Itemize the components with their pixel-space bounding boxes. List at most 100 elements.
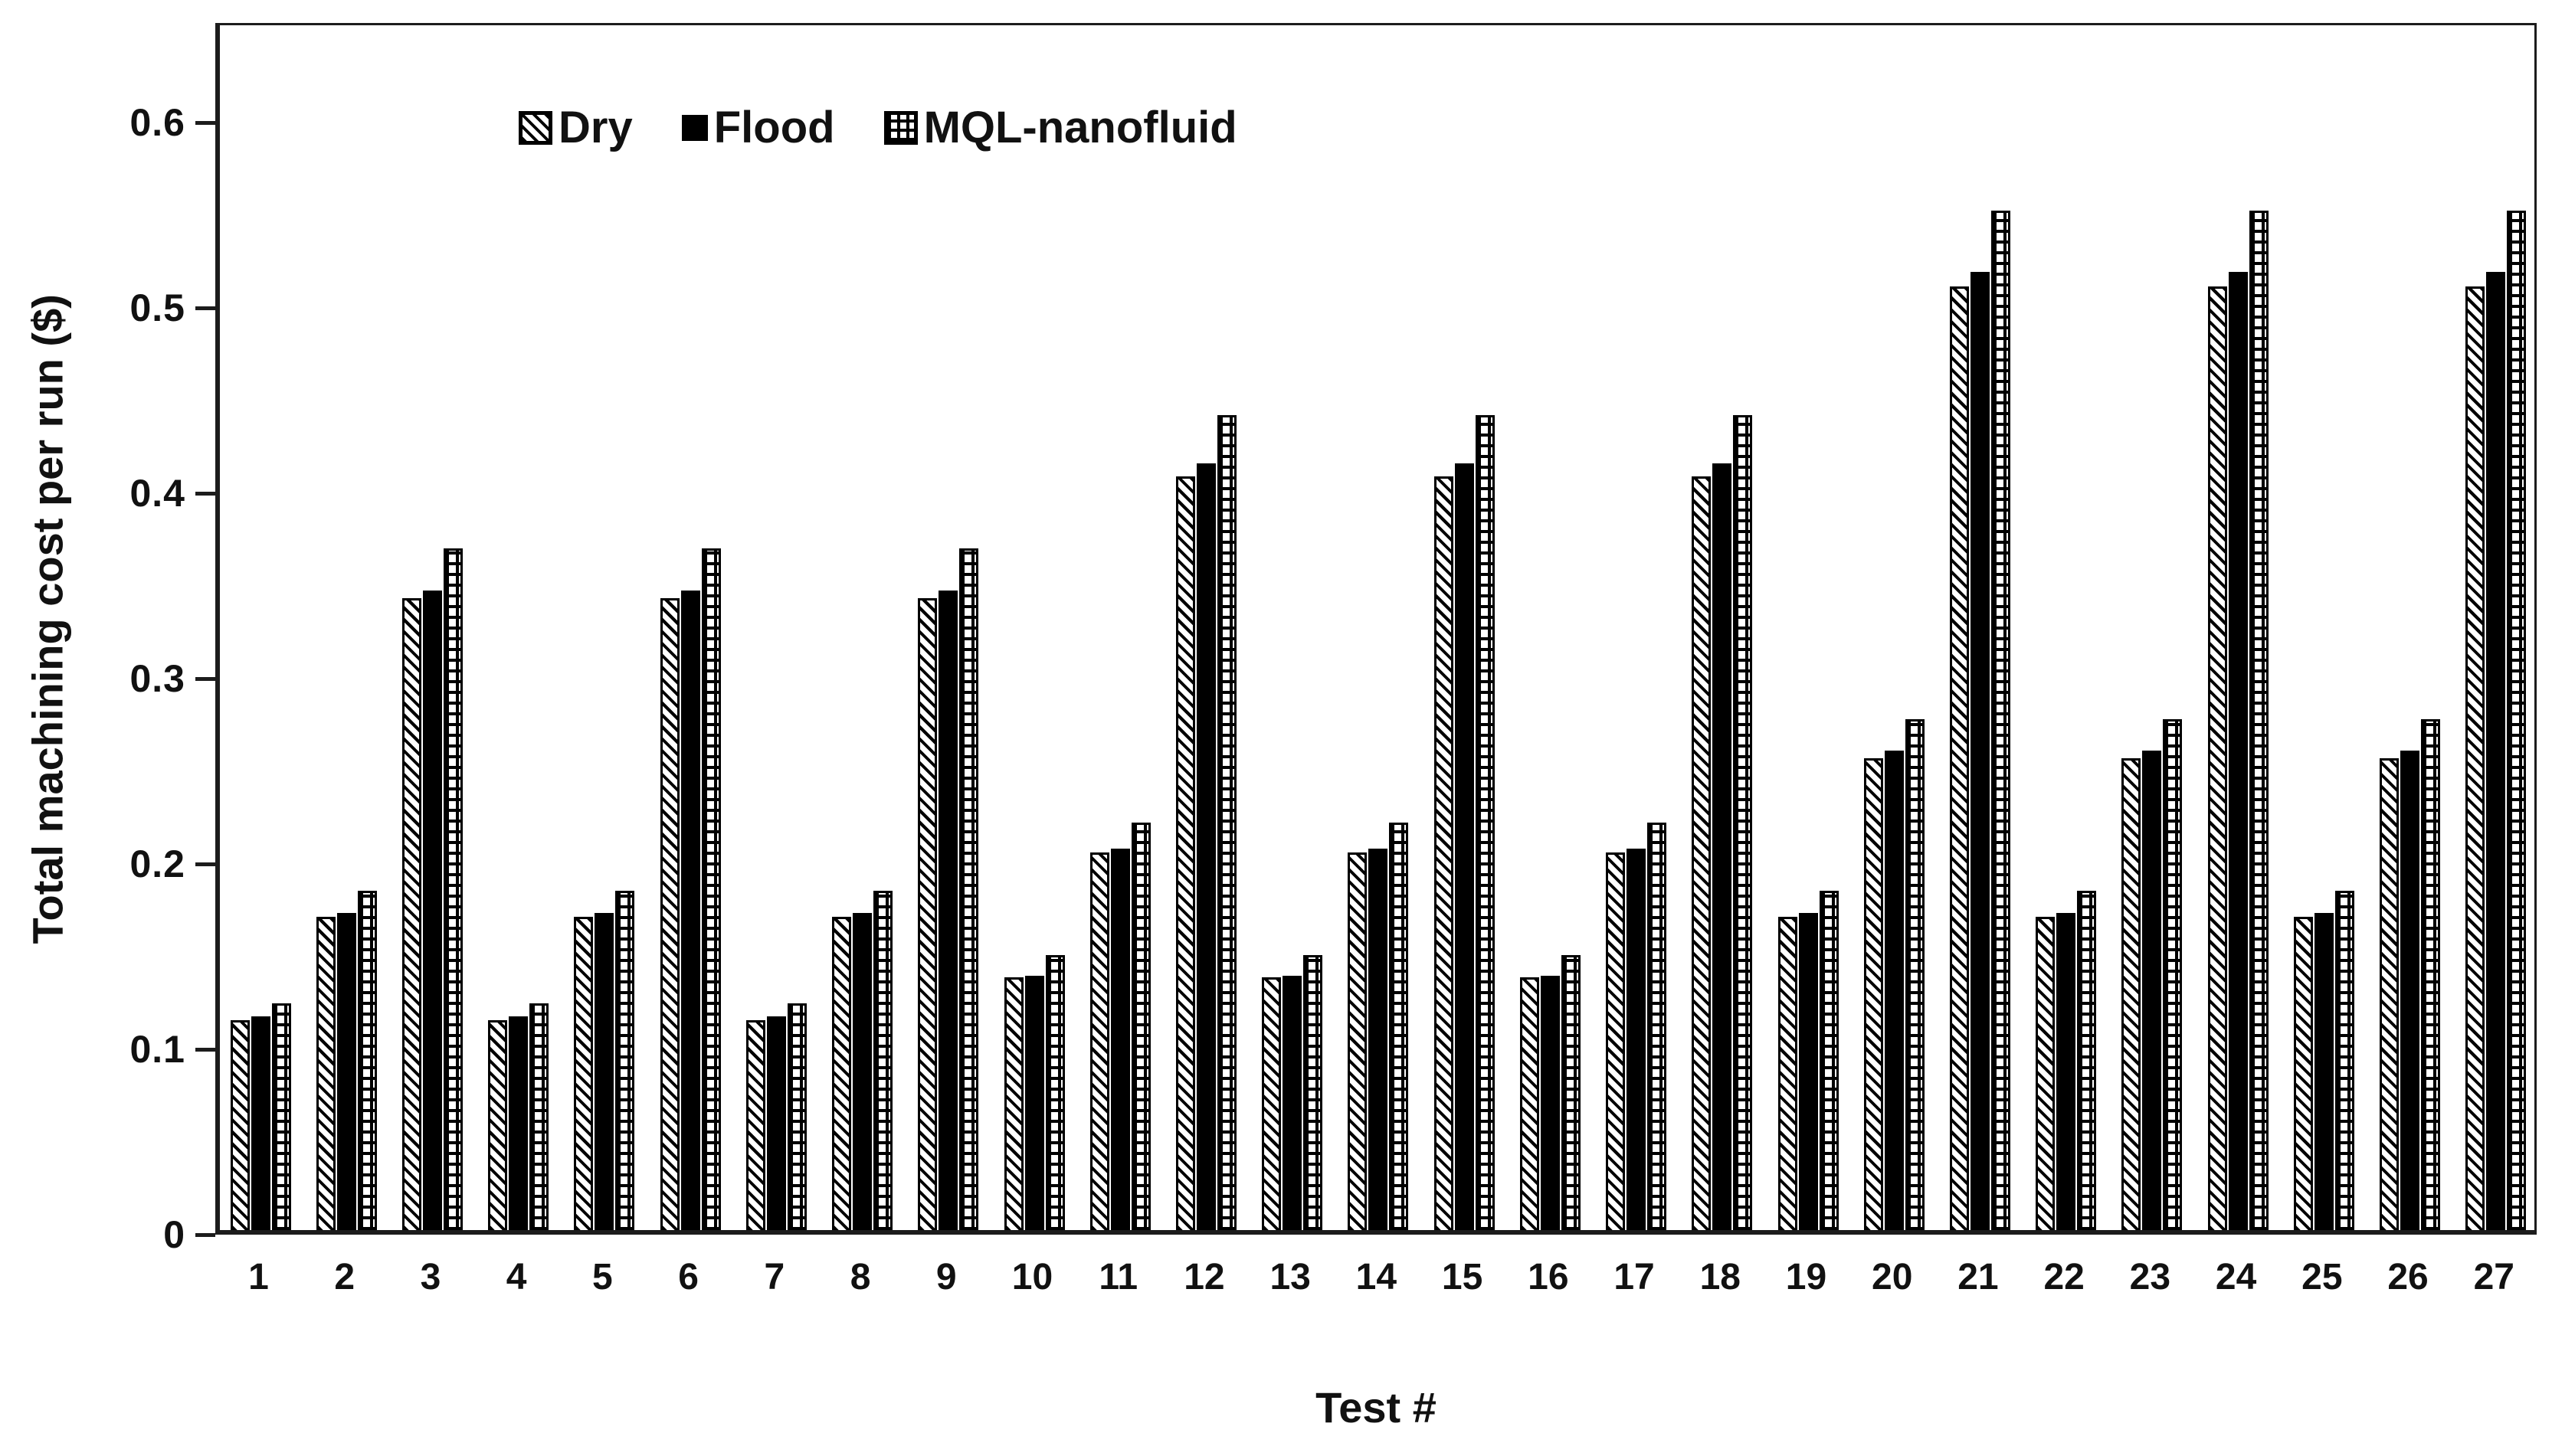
bar-dry-test-1 <box>230 1019 250 1230</box>
bar-dry-test-3 <box>402 597 422 1230</box>
bar-flood-test-17 <box>1627 848 1646 1230</box>
x-tick-label: 25 <box>2301 1257 2343 1297</box>
bar-dry-test-7 <box>745 1019 765 1230</box>
x-tick-label: 12 <box>1184 1257 1225 1297</box>
bar-group-test-15 <box>1421 25 1507 1230</box>
bar-group-test-24 <box>2195 25 2281 1230</box>
y-axis-tick <box>195 491 215 496</box>
bar-flood-test-5 <box>595 913 614 1230</box>
x-tick-label: 26 <box>2387 1257 2429 1297</box>
bar-flood-test-1 <box>251 1016 270 1230</box>
bar-dry-test-24 <box>2207 286 2227 1230</box>
y-tick-label: 0.6 <box>129 100 185 144</box>
bar-flood-test-10 <box>1024 975 1044 1230</box>
bar-dry-test-9 <box>918 597 938 1230</box>
bar-group-test-2 <box>303 25 389 1230</box>
bar-flood-test-22 <box>2056 913 2076 1230</box>
bar-group-test-17 <box>1594 25 1679 1230</box>
bar-flood-test-20 <box>1884 751 1904 1230</box>
bar-mql-nanofluid-test-15 <box>1475 415 1495 1230</box>
bar-group-test-25 <box>2281 25 2367 1230</box>
bar-flood-test-23 <box>2142 751 2162 1230</box>
bar-flood-test-24 <box>2228 271 2248 1230</box>
bar-mql-nanofluid-test-24 <box>2249 211 2269 1230</box>
bar-dry-test-16 <box>1519 977 1539 1230</box>
x-tick-label: 14 <box>1355 1257 1397 1297</box>
x-tick-label: 16 <box>1528 1257 1569 1297</box>
bar-flood-test-12 <box>1197 463 1217 1230</box>
legend-item-dry: Dry <box>519 102 633 153</box>
bar-mql-nanofluid-test-17 <box>1647 823 1667 1230</box>
bar-group-test-26 <box>2367 25 2453 1230</box>
bar-flood-test-14 <box>1368 848 1388 1230</box>
y-tick-label: 0 <box>163 1213 185 1256</box>
bar-flood-test-8 <box>853 913 873 1230</box>
bar-dry-test-22 <box>2036 916 2056 1230</box>
dry-hatch-swatch-icon <box>519 110 552 145</box>
x-axis-title: Test # <box>1315 1383 1437 1431</box>
bar-dry-test-17 <box>1606 852 1626 1230</box>
bar-group-test-22 <box>2023 25 2109 1230</box>
x-tick-label: 3 <box>420 1257 441 1297</box>
bar-flood-test-25 <box>2314 913 2334 1230</box>
mql-grid-swatch-icon <box>883 110 918 145</box>
bar-mql-nanofluid-test-10 <box>1045 955 1065 1230</box>
legend-label-flood: Flood <box>713 103 835 152</box>
y-tick-label: 0.2 <box>129 842 185 885</box>
legend-item-flood: Flood <box>681 102 835 153</box>
bar-flood-test-21 <box>1971 271 1990 1230</box>
y-tick-label: 0.1 <box>129 1027 185 1071</box>
bar-group-test-4 <box>476 25 562 1230</box>
bar-mql-nanofluid-test-26 <box>2421 719 2441 1230</box>
x-tick-label: 24 <box>2215 1257 2257 1297</box>
bar-dry-test-23 <box>2121 758 2141 1230</box>
y-axis-tick <box>195 862 215 866</box>
bar-group-test-8 <box>820 25 906 1230</box>
bar-dry-test-15 <box>1433 476 1453 1230</box>
bar-mql-nanofluid-test-5 <box>615 891 635 1230</box>
x-tick-label: 8 <box>850 1257 871 1297</box>
x-tick-label: 6 <box>678 1257 699 1297</box>
bar-dry-test-14 <box>1348 852 1368 1230</box>
bar-group-test-21 <box>1937 25 2023 1230</box>
legend-item-mql: MQL-nanofluid <box>883 102 1237 153</box>
plot-area: Dry Flood MQL-nanofluid <box>215 23 2537 1235</box>
y-axis-tick <box>195 120 215 125</box>
x-tick-label: 1 <box>248 1257 269 1297</box>
bar-mql-nanofluid-test-22 <box>2077 891 2097 1230</box>
bar-flood-test-15 <box>1454 463 1474 1230</box>
bar-dry-test-4 <box>488 1019 508 1230</box>
bar-flood-test-18 <box>1712 463 1732 1230</box>
bar-group-test-1 <box>218 25 303 1230</box>
x-tick-label: 17 <box>1613 1257 1655 1297</box>
bar-mql-nanofluid-test-3 <box>444 548 464 1230</box>
bar-flood-test-4 <box>509 1016 529 1230</box>
bar-dry-test-19 <box>1777 916 1797 1230</box>
bar-group-test-9 <box>906 25 991 1230</box>
bar-mql-nanofluid-test-2 <box>357 891 377 1230</box>
bar-dry-test-8 <box>832 916 852 1230</box>
bar-mql-nanofluid-test-25 <box>2334 891 2354 1230</box>
bar-mql-nanofluid-test-20 <box>1905 719 1925 1230</box>
bar-mql-nanofluid-test-14 <box>1389 823 1409 1230</box>
legend: Dry Flood MQL-nanofluid <box>519 102 1237 153</box>
bar-flood-test-27 <box>2486 271 2506 1230</box>
bar-group-test-3 <box>389 25 475 1230</box>
bar-mql-nanofluid-test-11 <box>1131 823 1151 1230</box>
y-tick-label: 0.4 <box>129 471 185 515</box>
bar-group-test-16 <box>1507 25 1593 1230</box>
bar-dry-test-13 <box>1262 977 1282 1230</box>
legend-label-dry: Dry <box>559 103 633 152</box>
y-axis-tick <box>195 306 215 310</box>
bar-group-test-19 <box>1765 25 1851 1230</box>
x-tick-label: 20 <box>1872 1257 1913 1297</box>
bar-group-test-5 <box>562 25 647 1230</box>
bar-dry-test-2 <box>316 916 336 1230</box>
bar-dry-test-18 <box>1692 476 1712 1230</box>
bar-group-test-6 <box>647 25 733 1230</box>
bar-dry-test-27 <box>2465 286 2485 1230</box>
bar-mql-nanofluid-test-13 <box>1303 955 1323 1230</box>
x-tick-label: 21 <box>1957 1257 1999 1297</box>
bar-flood-test-13 <box>1283 975 1302 1230</box>
bar-mql-nanofluid-test-1 <box>271 1003 291 1230</box>
